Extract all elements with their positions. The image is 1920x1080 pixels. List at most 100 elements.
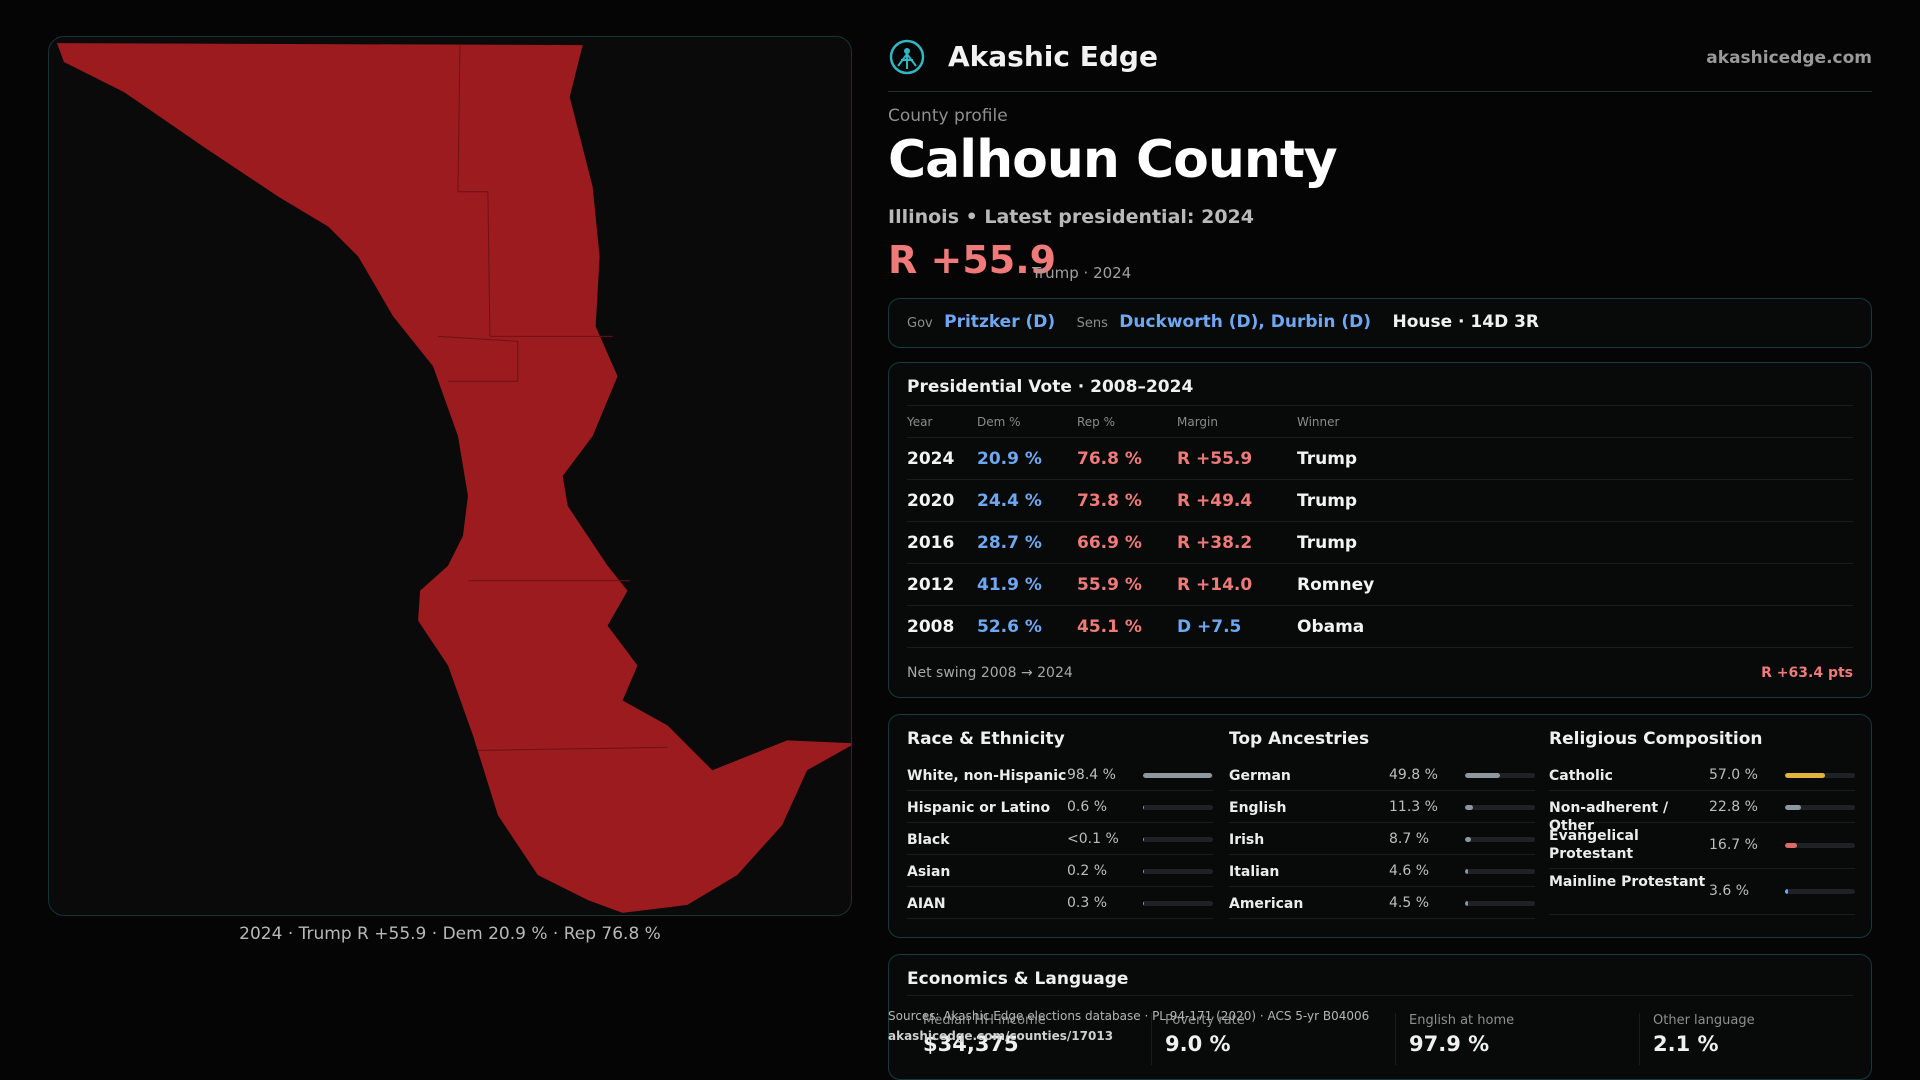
ancestry-column: Top Ancestries German 49.8 % English 11.3 %… — [1229, 729, 1535, 919]
stat-value: $34,375 — [923, 1032, 1019, 1056]
item-name: Evangelical Protestant — [1549, 828, 1639, 862]
latest-margin: R +55.9 — [888, 238, 1057, 282]
sources-note: Sources: Akashic Edge elections database… — [888, 1006, 1369, 1046]
row-rep: 66.9 % — [1077, 521, 1177, 564]
row-margin: R +49.4 — [1177, 479, 1297, 522]
sens-label: Sens — [1076, 316, 1108, 331]
brand-name[interactable]: Akashic Edge — [948, 40, 1158, 73]
list-item: Irish 8.7 % — [1229, 823, 1535, 855]
religion-title: Religious Composition — [1549, 729, 1763, 749]
row-margin: R +38.2 — [1177, 521, 1297, 564]
stat-value: 97.9 % — [1409, 1032, 1490, 1056]
share-bar-fill — [1143, 901, 1144, 906]
list-item: Black <0.1 % — [907, 823, 1213, 855]
row-winner: Romney — [1297, 563, 1853, 606]
share-bar-fill — [1785, 843, 1797, 848]
votes-title: Presidential Vote · 2008–2024 — [907, 377, 1194, 397]
list-item: German 49.8 % — [1229, 759, 1535, 791]
list-item: Catholic 57.0 % — [1549, 759, 1855, 791]
item-name: Hispanic or Latino — [907, 800, 1051, 816]
ancestry-list: German 49.8 % English 11.3 % Irish 8.7 % Itali… — [1229, 759, 1535, 919]
latest-margin-note: Trump · 2024 — [1032, 264, 1132, 282]
list-item: AIAN 0.3 % — [907, 887, 1213, 919]
divider — [1395, 1013, 1396, 1065]
race-title: Race & Ethnicity — [907, 729, 1065, 749]
county-shape[interactable] — [56, 43, 851, 913]
county-map-panel[interactable] — [48, 36, 852, 916]
row-winner: Trump — [1297, 521, 1853, 564]
senators-link[interactable]: Duckworth (D), Durbin (D) — [1119, 312, 1372, 332]
table-row: 2008 52.6 % 45.1 % D +7.5 Obama — [907, 605, 1853, 648]
item-percent: 16.7 % — [1709, 837, 1758, 853]
share-bar-fill — [1785, 773, 1825, 778]
item-percent: 8.7 % — [1389, 831, 1430, 847]
row-rep: 76.8 % — [1077, 437, 1177, 480]
votes-table: Year Dem % Rep % Margin Winner 2024 20.9… — [907, 405, 1853, 648]
profile-subtitle: Illinois • Latest presidential: 2024 — [888, 206, 1255, 228]
site-link[interactable]: akashicedge.com — [1706, 48, 1872, 68]
gov-label: Gov — [907, 316, 933, 331]
row-year: 2016 — [907, 521, 977, 564]
item-percent: 4.6 % — [1389, 863, 1430, 879]
share-bar — [1785, 843, 1855, 848]
item-percent: 98.4 % — [1067, 767, 1116, 783]
share-bar-fill — [1785, 889, 1788, 894]
share-bar — [1465, 869, 1535, 874]
table-row: 2020 24.4 % 73.8 % R +49.4 Trump — [907, 479, 1853, 522]
divider — [1151, 1013, 1152, 1065]
list-item: White, non-Hispanic 98.4 % — [907, 759, 1213, 791]
page-title: Calhoun County — [888, 130, 1338, 190]
map-caption: 2024 · Trump R +55.9 · Dem 20.9 % · Rep … — [239, 924, 661, 944]
col-year: Year — [907, 405, 977, 438]
list-item: Evangelical Protestant 16.7 % — [1549, 823, 1855, 869]
stat-value: 2.1 % — [1653, 1032, 1719, 1056]
share-bar-fill — [1785, 805, 1801, 810]
row-winner: Obama — [1297, 605, 1853, 648]
stat-other-language: Other language 2.1 % — [1653, 1013, 1873, 1056]
share-bar-fill — [1465, 901, 1469, 906]
list-item: Mainline Protestant 3.6 % — [1549, 869, 1855, 915]
race-list: White, non-Hispanic 98.4 % Hispanic or Lat… — [907, 759, 1213, 919]
compass-logo-icon[interactable] — [888, 38, 926, 76]
county-map[interactable] — [49, 37, 851, 915]
row-margin: R +14.0 — [1177, 563, 1297, 606]
row-margin: D +7.5 — [1177, 605, 1297, 648]
item-name: Mainline Protestant — [1549, 874, 1706, 890]
officials-card: Gov Pritzker (D) Sens Duckworth (D), Dur… — [888, 298, 1872, 348]
table-row: 2012 41.9 % 55.9 % R +14.0 Romney — [907, 563, 1853, 606]
stat-english-at-home: English at home 97.9 % — [1409, 1013, 1629, 1056]
item-percent: <0.1 % — [1067, 831, 1119, 847]
stat-label: Poverty rate — [1165, 1013, 1245, 1028]
item-name: American — [1229, 896, 1304, 912]
stat-label: Median HH income — [923, 1013, 1046, 1028]
item-percent: 3.6 % — [1709, 883, 1750, 899]
row-rep: 45.1 % — [1077, 605, 1177, 648]
row-rep: 55.9 % — [1077, 563, 1177, 606]
share-bar — [1785, 889, 1855, 894]
share-bar-fill — [1143, 837, 1144, 842]
sources-text: Sources: Akashic Edge elections database… — [888, 1009, 1370, 1023]
item-name: AIAN — [907, 896, 946, 912]
row-dem: 24.4 % — [977, 479, 1077, 522]
economics-title: Economics & Language — [907, 969, 1129, 989]
township-boundaries — [437, 45, 668, 751]
votes-header-row: Year Dem % Rep % Margin Winner — [907, 405, 1853, 438]
item-name: Non-adherent / Other — [1549, 800, 1669, 834]
item-percent: 11.3 % — [1389, 799, 1438, 815]
stat-label: Other language — [1653, 1013, 1755, 1028]
house-delegation: House · 14D 3R — [1392, 312, 1540, 332]
share-bar — [1143, 901, 1213, 906]
row-dem: 20.9 % — [977, 437, 1077, 480]
list-item: American 4.5 % — [1229, 887, 1535, 919]
sources-url[interactable]: akashicedge.com/counties/17013 — [888, 1029, 1114, 1043]
item-percent: 0.6 % — [1067, 799, 1108, 815]
presidential-vote-card: Presidential Vote · 2008–2024 Year Dem %… — [888, 362, 1872, 698]
col-winner: Winner — [1297, 405, 1853, 438]
list-item: English 11.3 % — [1229, 791, 1535, 823]
share-bar — [1143, 805, 1213, 810]
list-item: Hispanic or Latino 0.6 % — [907, 791, 1213, 823]
table-row: 2024 20.9 % 76.8 % R +55.9 Trump — [907, 437, 1853, 480]
row-dem: 28.7 % — [977, 521, 1077, 564]
governor-link[interactable]: Pritzker (D) — [944, 312, 1056, 332]
